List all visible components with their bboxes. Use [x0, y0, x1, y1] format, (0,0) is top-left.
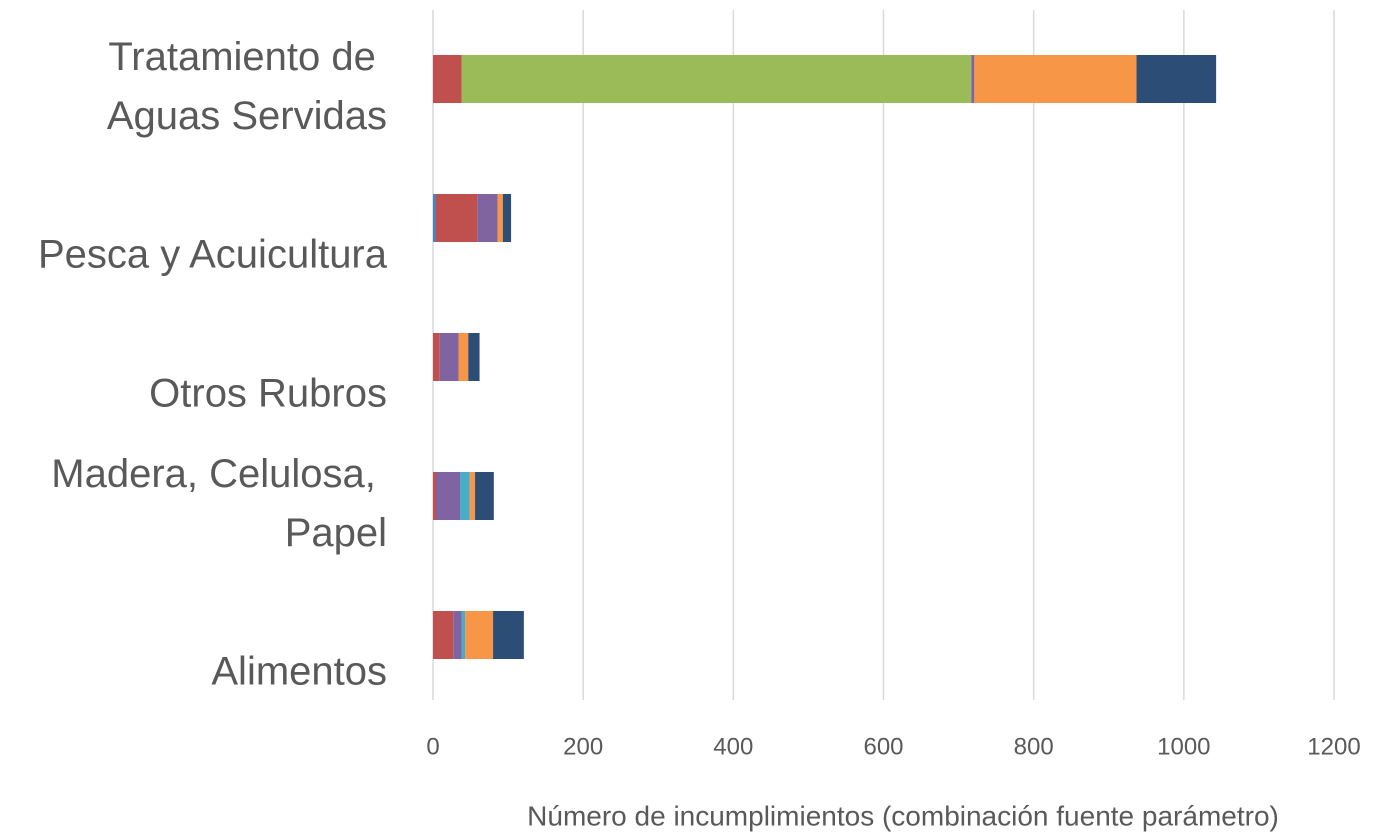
x-tick-label: 200 [563, 733, 603, 760]
bar-segment [453, 611, 462, 659]
x-tick-label: 1200 [1307, 733, 1360, 760]
bar-segment [477, 194, 498, 242]
bar-segment [493, 611, 524, 659]
bar-segment [458, 333, 469, 381]
bar-segment [468, 333, 480, 381]
bar-segment [974, 55, 1137, 103]
bar-segment [465, 611, 494, 659]
x-tick-label: 400 [713, 733, 753, 760]
bar-segment [433, 333, 440, 381]
bar-segment [439, 333, 459, 381]
y-tick-label: Otros Rubros [149, 372, 387, 416]
y-tick-label: Alimentos [211, 650, 387, 694]
x-tick-label: 1000 [1157, 733, 1210, 760]
bar-segment [461, 611, 466, 659]
bar-segment [971, 55, 975, 103]
label-line: Aguas Servidas [107, 94, 387, 138]
x-tick-label: 600 [863, 733, 903, 760]
bar-segment [497, 194, 503, 242]
x-axis-title: Número de incumplimientos (combinación f… [527, 800, 1279, 831]
bar-segment [436, 194, 478, 242]
bar-segment [460, 472, 470, 520]
bar-segment [1136, 55, 1217, 103]
bar-segment [433, 194, 437, 242]
bar-segment [461, 55, 972, 103]
bar-segment [433, 55, 462, 103]
label-line: Papel [285, 511, 387, 555]
label-line: Tratamiento de [108, 35, 387, 79]
label-line: Madera, Celulosa, [51, 452, 387, 496]
bar-segment [433, 472, 437, 520]
bar-segment [469, 472, 476, 520]
x-tick-label: 800 [1014, 733, 1054, 760]
bar-segment [475, 472, 494, 520]
bar-segment [436, 472, 461, 520]
y-tick-label: Tratamiento de Aguas Servidas [107, 35, 387, 138]
y-tick-label: Madera, Celulosa, Papel [51, 452, 387, 555]
x-tick-label: 0 [426, 733, 439, 760]
bar-segment [433, 611, 454, 659]
bar-segment [502, 194, 512, 242]
y-tick-label: Pesca y Acuicultura [38, 233, 388, 277]
